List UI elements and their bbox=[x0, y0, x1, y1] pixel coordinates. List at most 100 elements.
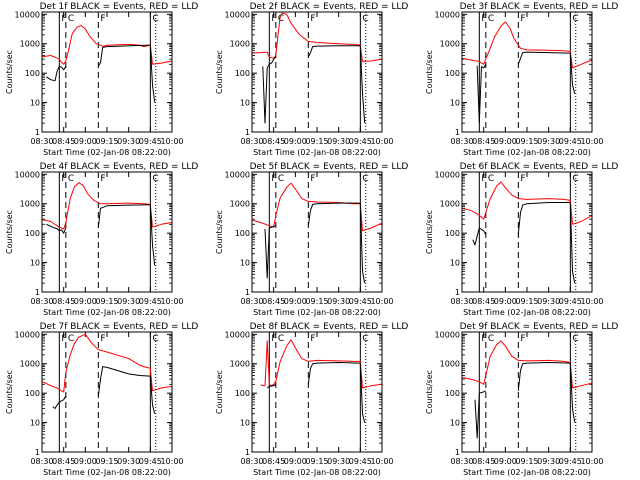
events-series-line bbox=[46, 223, 67, 234]
boundary-label: F bbox=[310, 334, 315, 344]
boundary-label: F bbox=[100, 334, 105, 344]
plot-frame bbox=[41, 171, 173, 293]
chart-title: Det 7f BLACK = Events, RED = LLD bbox=[40, 322, 199, 332]
x-tick-label: 10:00 bbox=[370, 297, 393, 306]
boundary-label: F bbox=[310, 14, 315, 24]
x-axis-label: Start Time (02-Jan-08 08:22:00) bbox=[253, 468, 381, 477]
x-tick-label: 08:45 bbox=[52, 137, 75, 146]
lld-series-line bbox=[251, 51, 277, 59]
y-tick-label: 1000 bbox=[230, 40, 250, 49]
boundary-label: C bbox=[278, 14, 284, 24]
x-tick-label: 10:00 bbox=[370, 137, 393, 146]
events-series-line bbox=[476, 65, 482, 124]
lld-series-line bbox=[485, 181, 573, 225]
lld-series-line bbox=[152, 385, 173, 392]
y-tick-label: 100 bbox=[25, 229, 40, 238]
x-tick-label: 09:30 bbox=[327, 297, 350, 306]
lld-series-line bbox=[260, 340, 277, 387]
x-axis-label: Start Time (02-Jan-08 08:22:00) bbox=[253, 308, 381, 317]
chart-panel: Det 5f BLACK = Events, RED = LLD Counts/s… bbox=[215, 162, 408, 317]
lld-series-line bbox=[275, 12, 363, 62]
x-tick-label: 09:15 bbox=[305, 457, 328, 466]
chart-panel: Det 1f BLACK = Events, RED = LLD Counts/s… bbox=[5, 2, 198, 157]
plot-frame bbox=[251, 11, 383, 133]
events-series-line bbox=[359, 45, 366, 124]
x-axis-label: Start Time (02-Jan-08 08:22:00) bbox=[463, 148, 591, 157]
x-tick-label: 09:30 bbox=[537, 297, 560, 306]
x-tick-label: 08:45 bbox=[472, 297, 495, 306]
x-tick-label: 09:00 bbox=[494, 137, 517, 146]
events-series-line bbox=[569, 53, 576, 94]
lld-series-line bbox=[362, 58, 383, 62]
y-tick-label: 10 bbox=[450, 259, 460, 268]
x-tick-label: 10:00 bbox=[580, 297, 603, 306]
y-tick-label: 1000 bbox=[440, 200, 460, 209]
x-tick-label: 09:30 bbox=[537, 137, 560, 146]
boundary-label: F bbox=[271, 14, 276, 24]
y-tick-label: 10 bbox=[450, 99, 460, 108]
y-tick-label: 1 bbox=[245, 288, 250, 297]
y-tick-label: 1 bbox=[455, 448, 460, 457]
x-tick-label: 08:45 bbox=[262, 137, 285, 146]
y-tick-label: 1 bbox=[455, 128, 460, 137]
lld-series-line bbox=[461, 57, 487, 65]
x-tick-label: 09:00 bbox=[74, 457, 97, 466]
x-tick-label: 08:30 bbox=[450, 297, 473, 306]
x-tick-label: 09:45 bbox=[139, 457, 162, 466]
events-series-line bbox=[474, 393, 480, 439]
x-tick-label: 09:15 bbox=[95, 137, 118, 146]
chart-panel: Det 8f BLACK = Events, RED = LLD Counts/s… bbox=[215, 322, 408, 477]
x-tick-label: 09:15 bbox=[95, 457, 118, 466]
x-tick-label: 09:00 bbox=[494, 457, 517, 466]
lld-series-line bbox=[251, 215, 277, 228]
boundary-label: C bbox=[488, 14, 494, 24]
y-tick-label: 10 bbox=[240, 259, 250, 268]
plot-frame bbox=[461, 171, 593, 293]
boundary-label: F bbox=[310, 174, 315, 184]
lld-series-line bbox=[485, 340, 573, 389]
lld-series-line bbox=[275, 182, 363, 231]
y-axis-label: Counts/sec bbox=[425, 370, 434, 414]
boundary-label: F bbox=[100, 14, 105, 24]
chart-panel: Det 4f BLACK = Events, RED = LLD Counts/s… bbox=[5, 162, 198, 317]
events-series-line bbox=[264, 227, 270, 279]
boundary-label: C bbox=[68, 174, 74, 184]
events-series-line bbox=[479, 390, 487, 394]
events-series-line bbox=[307, 202, 361, 226]
plot-frame bbox=[41, 331, 173, 453]
y-tick-label: 1 bbox=[455, 288, 460, 297]
events-series-line bbox=[56, 65, 67, 72]
events-series-line bbox=[517, 51, 571, 65]
x-axis-label: Start Time (02-Jan-08 08:22:00) bbox=[253, 148, 381, 157]
y-axis-label: Counts/sec bbox=[425, 50, 434, 94]
x-tick-label: 09:00 bbox=[284, 137, 307, 146]
events-series-line bbox=[149, 45, 156, 103]
plot-frame bbox=[251, 171, 383, 293]
lld-series-line bbox=[275, 339, 363, 389]
boundary-label: F bbox=[61, 334, 66, 344]
lld-series-line bbox=[65, 182, 153, 228]
y-axis-label: Counts/sec bbox=[215, 370, 224, 414]
chart-title: Det 3f BLACK = Events, RED = LLD bbox=[460, 2, 619, 12]
boundary-label: C bbox=[488, 174, 494, 184]
lld-series-line bbox=[461, 207, 487, 220]
events-series-line bbox=[52, 395, 67, 409]
plot-frame bbox=[461, 11, 593, 133]
x-tick-label: 09:30 bbox=[327, 137, 350, 146]
lld-series-line bbox=[461, 375, 487, 385]
x-tick-label: 08:30 bbox=[450, 137, 473, 146]
lld-series-line bbox=[41, 219, 67, 230]
x-tick-label: 09:15 bbox=[515, 137, 538, 146]
x-tick-label: 10:00 bbox=[580, 137, 603, 146]
lld-series-line bbox=[362, 222, 383, 232]
plot-frame bbox=[251, 331, 383, 453]
events-series-line bbox=[262, 66, 268, 124]
y-tick-label: 10000 bbox=[15, 170, 40, 179]
boundary-label: F bbox=[271, 174, 276, 184]
y-tick-label: 1000 bbox=[20, 200, 40, 209]
lld-series-line bbox=[152, 60, 173, 65]
lld-series-line bbox=[362, 383, 383, 389]
x-tick-label: 08:30 bbox=[450, 457, 473, 466]
boundary-label: F bbox=[100, 174, 105, 184]
